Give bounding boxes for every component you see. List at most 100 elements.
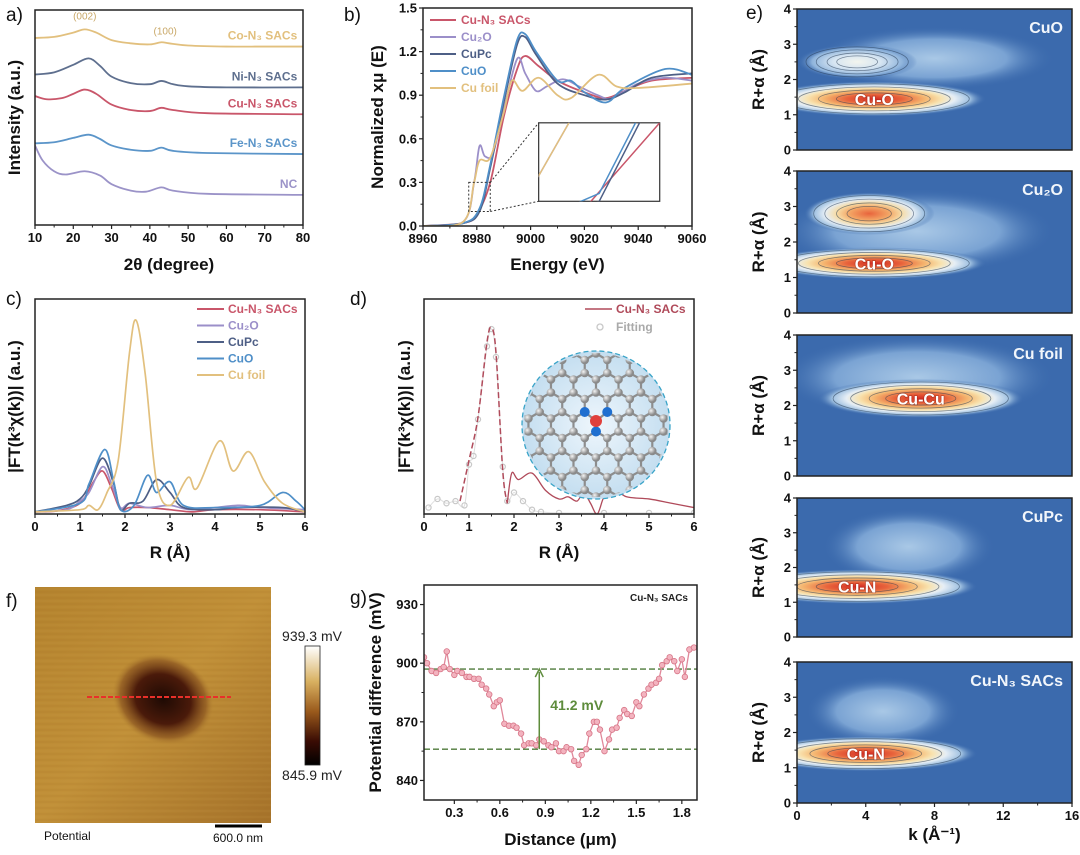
intensity-peak xyxy=(797,44,918,80)
x-tick-label: 2 xyxy=(510,519,517,534)
y-tick-label: 1.2 xyxy=(399,44,417,59)
y-tick-label: 870 xyxy=(396,714,418,729)
peak-annotation: (002) xyxy=(73,12,96,23)
x-tick-label: 0.9 xyxy=(536,805,554,820)
carbon-atom xyxy=(602,446,612,456)
contour-line xyxy=(797,738,962,770)
carbon-atom xyxy=(546,414,556,423)
carbon-atom xyxy=(591,388,601,397)
carbon-atom xyxy=(580,433,590,443)
y-axis-title: R+α (Å) xyxy=(749,375,768,436)
bond-feature-label: Cu-Cu xyxy=(897,391,945,408)
plot-area xyxy=(35,319,305,513)
carbon-atom xyxy=(625,368,635,378)
carbon-atom xyxy=(546,466,556,475)
plot-area xyxy=(424,644,697,769)
panel-label: d) xyxy=(350,289,367,310)
data-point xyxy=(601,747,608,755)
carbon-atom xyxy=(546,388,556,397)
y-tick-label: 840 xyxy=(396,773,418,788)
y-tick-label: 0 xyxy=(784,143,791,158)
x-tick-label: 9040 xyxy=(624,231,653,246)
contour-line xyxy=(827,747,905,761)
x-tick-label: 20 xyxy=(66,230,80,245)
plot-area xyxy=(423,31,692,226)
data-point xyxy=(440,663,447,671)
x-tick-label: 1.5 xyxy=(627,805,645,820)
x-tick-label: 4 xyxy=(862,808,870,823)
carbon-atom xyxy=(557,394,567,404)
y-tick-label: 0 xyxy=(784,796,791,811)
chart-profile: 0.3 0.6 0.9 1.2 1.5 1.8 Distance (μm) 840 870 900… xyxy=(366,584,698,849)
carbon-atom xyxy=(535,394,545,404)
carbon-atom xyxy=(535,446,545,456)
legend-label: Cu-N₃ SACs xyxy=(630,593,688,604)
carbon-atom xyxy=(625,407,635,417)
x-tick-label: 3 xyxy=(166,519,173,534)
x-tick-label: 5 xyxy=(645,519,652,534)
carbon-atom xyxy=(659,427,668,436)
series-line-cu-foil xyxy=(423,73,692,226)
x-tick-label: 0.3 xyxy=(445,805,463,820)
colorbar xyxy=(304,645,321,766)
data-point xyxy=(690,644,697,651)
carbon-atom xyxy=(524,375,533,384)
series-line-nc xyxy=(35,145,303,196)
carbon-atom xyxy=(580,355,590,365)
y-tick-label: 900 xyxy=(396,656,418,671)
colorbar-min-label: 845.9 mV xyxy=(282,767,343,783)
carbon-atom xyxy=(546,453,556,462)
peak-annotation: (100) xyxy=(153,27,176,38)
bond-feature-label: Cu-O xyxy=(855,92,894,109)
x-axis-title: k (Å⁻¹) xyxy=(908,825,960,844)
carbon-atom xyxy=(602,433,612,443)
carbon-atom xyxy=(546,375,556,384)
y-tick-label: 4 xyxy=(784,164,792,179)
data-point xyxy=(605,736,613,743)
carbon-atom xyxy=(569,427,578,436)
y-tick-label: 1 xyxy=(784,107,791,122)
contour-line xyxy=(815,580,899,593)
carbon-atom xyxy=(602,485,612,495)
carbon-atom xyxy=(580,368,590,378)
legend-label: Cu foil xyxy=(461,81,498,95)
data-point xyxy=(458,669,466,677)
x-tick-label: 2 xyxy=(121,519,128,534)
data-point xyxy=(552,740,560,747)
data-point xyxy=(478,681,485,688)
x-axis-title: Distance (μm) xyxy=(504,830,616,849)
carbon-atom xyxy=(636,427,646,436)
x-tick-label: 1 xyxy=(76,519,83,534)
contour-line xyxy=(813,195,926,233)
fitting-point xyxy=(519,497,527,505)
y-tick-label: 1.5 xyxy=(399,1,417,16)
carbon-atom xyxy=(659,466,668,475)
carbon-atom xyxy=(524,427,533,436)
kpfm-potential-image: Potential 600.0 nm 939.3 mV 845.9 mV xyxy=(35,587,343,845)
contour-line xyxy=(818,254,931,272)
series-label: Ni-N₃ SACs xyxy=(232,69,298,83)
data-point xyxy=(432,669,440,677)
contour-line xyxy=(797,577,918,596)
axes-frame: 0.3 0.6 0.9 1.2 1.5 1.8 Distance (μm) 840 870 900… xyxy=(366,584,698,849)
x-tick-label: 40 xyxy=(143,230,157,245)
data-point xyxy=(513,724,520,731)
intensity-peak xyxy=(797,81,987,117)
x-tick-label: 9020 xyxy=(570,231,599,246)
axes-frame: 8960 8980 9000 9020 9040 9060 Energy (eV) 0.0 0.… xyxy=(368,1,706,275)
carbon-atom xyxy=(557,368,567,378)
scale-bar-label: 600.0 nm xyxy=(213,831,263,845)
axes-frame: 0 1 2 3 4 R+α (Å) Cu-O Cu₂O xyxy=(749,164,1073,321)
carbon-atom xyxy=(569,388,578,397)
carbon-atom xyxy=(647,394,657,404)
panel-label: b) xyxy=(344,5,361,26)
contour-line xyxy=(835,92,913,106)
data-point xyxy=(486,691,493,698)
inset-line-cupc xyxy=(596,122,641,202)
data-point xyxy=(575,761,582,769)
carbon-atom xyxy=(636,388,646,397)
carbon-atom xyxy=(602,355,612,365)
chart-ft: 0 1 2 3 4 5 6 R (Å) |FT(k³χ(k))| (a.u.) Cu-N₃ SAC… xyxy=(5,298,309,562)
data-point xyxy=(446,665,453,673)
fitting-point xyxy=(434,495,441,503)
